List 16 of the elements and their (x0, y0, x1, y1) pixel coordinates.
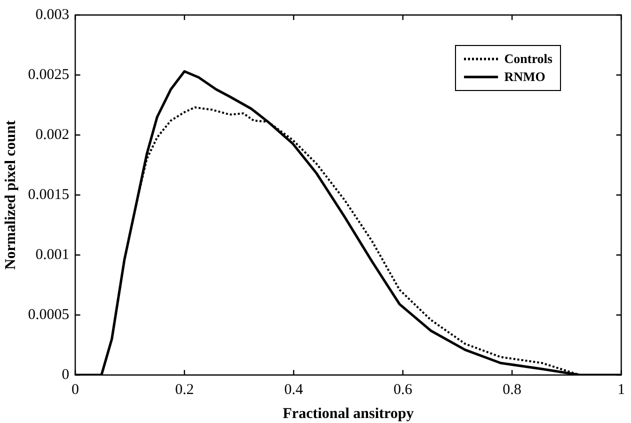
y-axis-title: Normalized pixel count (2, 120, 19, 270)
y-tick-label: 0.0005 (28, 306, 70, 323)
x-tick-label: 0.8 (502, 382, 522, 398)
legend-label: Controls (504, 51, 552, 67)
x-tick-label: 0.2 (175, 382, 194, 398)
y-tick-label: 0.0025 (28, 66, 70, 83)
x-tick-label: 0.6 (393, 382, 413, 398)
x-tick-label: 0.4 (284, 382, 304, 398)
legend-label: RNMO (504, 69, 546, 85)
y-tick-label: 0.0015 (28, 186, 70, 203)
y-tick-label: 0.003 (36, 6, 70, 23)
y-tick-label: 0.002 (36, 126, 70, 143)
x-axis-title: Fractional ansitropy (282, 406, 414, 422)
y-tick-label: 0 (62, 366, 70, 383)
x-tick-label: 1 (618, 382, 625, 398)
y-tick-label: 0.001 (36, 246, 70, 263)
